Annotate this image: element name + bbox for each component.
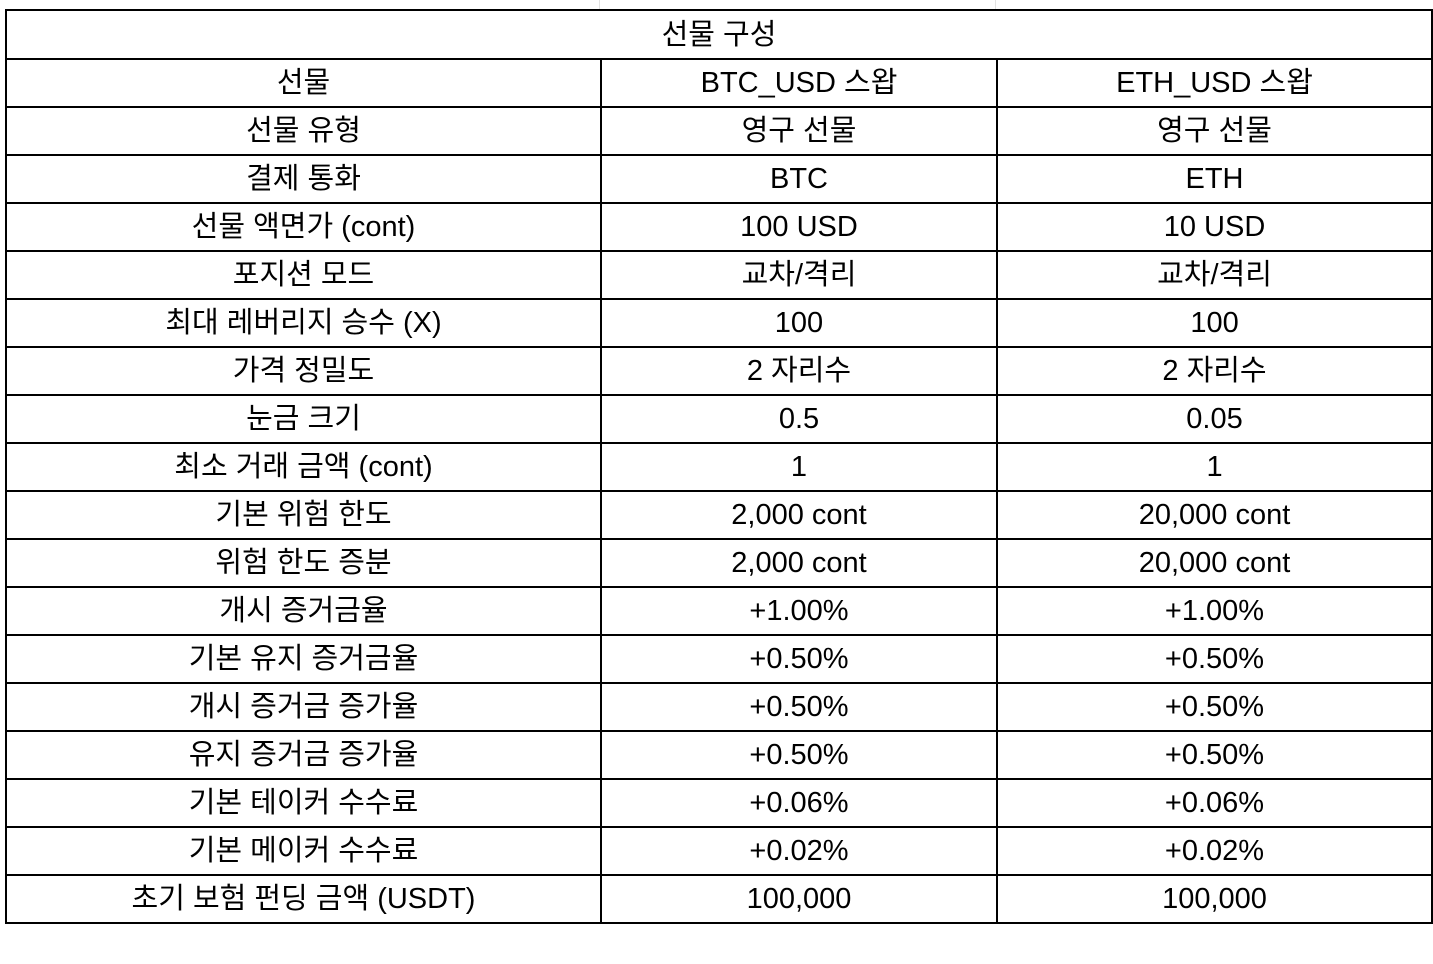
btc-value-cell: 0.5	[600, 394, 998, 444]
row-label-cell: 기본 메이커 수수료	[5, 826, 602, 876]
eth-value-cell: 20,000 cont	[995, 538, 1433, 588]
eth-value-cell: 교차/격리	[995, 250, 1433, 300]
table-row: 개시 증거금율 +1.00% +1.00%	[5, 586, 1433, 636]
sheet-gridline	[599, 0, 600, 9]
row-label-cell: 선물 유형	[5, 106, 602, 156]
eth-value-cell: 2 자리수	[995, 346, 1433, 396]
table-row: 기본 메이커 수수료 +0.02% +0.02%	[5, 826, 1433, 876]
btc-value-cell: +0.02%	[600, 826, 998, 876]
row-label-cell: 최소 거래 금액 (cont)	[5, 442, 602, 492]
btc-value-cell: +1.00%	[600, 586, 998, 636]
row-label-cell: 가격 정밀도	[5, 346, 602, 396]
header-btc-cell: BTC_USD 스왑	[600, 58, 998, 108]
btc-value-cell: +0.50%	[600, 730, 998, 780]
header-row: 선물 BTC_USD 스왑 ETH_USD 스왑	[5, 58, 1433, 108]
btc-value-cell: 영구 선물	[600, 106, 998, 156]
row-label-cell: 최대 레버리지 승수 (X)	[5, 298, 602, 348]
table-row: 선물 액면가 (cont) 100 USD 10 USD	[5, 202, 1433, 252]
btc-value-cell: 100	[600, 298, 998, 348]
futures-config-table: 선물 구성 선물 BTC_USD 스왑 ETH_USD 스왑 선물 유형 영구 선…	[4, 9, 1433, 924]
btc-value-cell: 1	[600, 442, 998, 492]
row-label-cell: 기본 위험 한도	[5, 490, 602, 540]
table-row: 눈금 크기 0.5 0.05	[5, 394, 1433, 444]
sheet-gridline	[995, 0, 996, 9]
table-row: 선물 유형 영구 선물 영구 선물	[5, 106, 1433, 156]
table-row: 기본 유지 증거금율 +0.50% +0.50%	[5, 634, 1433, 684]
row-label-cell: 위험 한도 증분	[5, 538, 602, 588]
row-label-cell: 기본 유지 증거금율	[5, 634, 602, 684]
table-row: 가격 정밀도 2 자리수 2 자리수	[5, 346, 1433, 396]
header-eth-cell: ETH_USD 스왑	[995, 58, 1433, 108]
table-row: 위험 한도 증분 2,000 cont 20,000 cont	[5, 538, 1433, 588]
btc-value-cell: 100,000	[600, 874, 998, 924]
btc-value-cell: BTC	[600, 154, 998, 204]
row-label-cell: 선물 액면가 (cont)	[5, 202, 602, 252]
eth-value-cell: +0.50%	[995, 730, 1433, 780]
table-title: 선물 구성	[4, 9, 1433, 60]
row-label-cell: 초기 보험 펀딩 금액 (USDT)	[5, 874, 602, 924]
row-label-cell: 개시 증거금 증가율	[5, 682, 602, 732]
row-label-cell: 개시 증거금율	[5, 586, 602, 636]
eth-value-cell: +0.06%	[995, 778, 1433, 828]
table-row: 결제 통화 BTC ETH	[5, 154, 1433, 204]
row-label-cell: 눈금 크기	[5, 394, 602, 444]
table-row: 최대 레버리지 승수 (X) 100 100	[5, 298, 1433, 348]
eth-value-cell: 영구 선물	[995, 106, 1433, 156]
header-label-cell: 선물	[5, 58, 602, 108]
row-label-cell: 유지 증거금 증가율	[5, 730, 602, 780]
eth-value-cell: 20,000 cont	[995, 490, 1433, 540]
btc-value-cell: +0.50%	[600, 634, 998, 684]
eth-value-cell: +0.02%	[995, 826, 1433, 876]
btc-value-cell: +0.06%	[600, 778, 998, 828]
table-row: 유지 증거금 증가율 +0.50% +0.50%	[5, 730, 1433, 780]
row-label-cell: 포지션 모드	[5, 250, 602, 300]
table-row: 초기 보험 펀딩 금액 (USDT) 100,000 100,000	[5, 874, 1433, 924]
btc-value-cell: +0.50%	[600, 682, 998, 732]
eth-value-cell: 0.05	[995, 394, 1433, 444]
table-row: 기본 테이커 수수료 +0.06% +0.06%	[5, 778, 1433, 828]
eth-value-cell: 100,000	[995, 874, 1433, 924]
eth-value-cell: 100	[995, 298, 1433, 348]
eth-value-cell: +0.50%	[995, 682, 1433, 732]
eth-value-cell: +1.00%	[995, 586, 1433, 636]
row-label-cell: 결제 통화	[5, 154, 602, 204]
btc-value-cell: 2 자리수	[600, 346, 998, 396]
table-row: 포지션 모드 교차/격리 교차/격리	[5, 250, 1433, 300]
table-row: 개시 증거금 증가율 +0.50% +0.50%	[5, 682, 1433, 732]
btc-value-cell: 2,000 cont	[600, 490, 998, 540]
btc-value-cell: 교차/격리	[600, 250, 998, 300]
btc-value-cell: 2,000 cont	[600, 538, 998, 588]
table-body: 선물 구성 선물 BTC_USD 스왑 ETH_USD 스왑 선물 유형 영구 선…	[4, 9, 1433, 924]
eth-value-cell: ETH	[995, 154, 1433, 204]
eth-value-cell: +0.50%	[995, 634, 1433, 684]
title-row: 선물 구성	[4, 9, 1433, 60]
eth-value-cell: 10 USD	[995, 202, 1433, 252]
row-label-cell: 기본 테이커 수수료	[5, 778, 602, 828]
btc-value-cell: 100 USD	[600, 202, 998, 252]
table-row: 최소 거래 금액 (cont) 1 1	[5, 442, 1433, 492]
eth-value-cell: 1	[995, 442, 1433, 492]
table-row: 기본 위험 한도 2,000 cont 20,000 cont	[5, 490, 1433, 540]
